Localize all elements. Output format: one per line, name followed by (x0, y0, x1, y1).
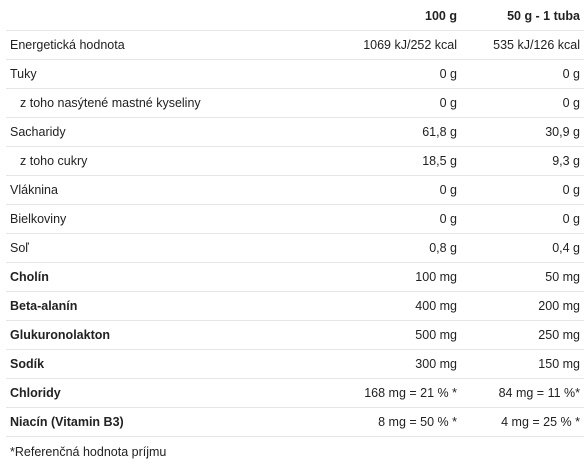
value-per-100g: 100 mg (332, 262, 461, 292)
nutrient-name: Energetická hodnota (6, 30, 332, 60)
nutrient-name: Cholín (6, 262, 332, 292)
value-per-100g: 0 g (332, 175, 461, 205)
table-body: Energetická hodnota 1069 kJ/252 kcal 535 k… (6, 30, 584, 437)
table-row: Energetická hodnota 1069 kJ/252 kcal 535 k… (6, 30, 584, 60)
table-row: Sodík 300 mg 150 mg (6, 349, 584, 379)
value-per-100g: 168 mg = 21 % * (332, 378, 461, 408)
value-per-serving: 84 mg = 11 %* (461, 378, 584, 408)
value-per-100g: 8 mg = 50 % * (332, 407, 461, 437)
nutrient-name: Tuky (6, 59, 332, 89)
nutrient-name: z toho cukry (6, 146, 332, 176)
nutrition-table: 100 g 50 g - 1 tuba Energetická hodnota 1… (6, 3, 584, 437)
value-per-serving: 250 mg (461, 320, 584, 350)
value-per-100g: 18,5 g (332, 146, 461, 176)
nutrient-name: Chloridy (6, 378, 332, 408)
footnote: *Referenčná hodnota príjmu (10, 445, 167, 459)
table-row: Soľ 0,8 g 0,4 g (6, 233, 584, 263)
table-row: Cholín 100 mg 50 mg (6, 262, 584, 292)
table-row: Niacín (Vitamin B3) 8 mg = 50 % * 4 mg = 2… (6, 407, 584, 437)
value-per-100g: 0 g (332, 88, 461, 118)
value-per-serving: 0 g (461, 59, 584, 89)
value-per-100g: 0,8 g (332, 233, 461, 263)
header-per-serving: 50 g - 1 tuba (461, 3, 584, 31)
nutrient-name: z toho nasýtené mastné kyseliny (6, 88, 332, 118)
nutrient-name: Glukuronolakton (6, 320, 332, 350)
nutrient-name: Niacín (Vitamin B3) (6, 407, 332, 437)
value-per-100g: 400 mg (332, 291, 461, 321)
value-per-serving: 535 kJ/126 kcal (461, 30, 584, 60)
value-per-serving: 4 mg = 25 % * (461, 407, 584, 437)
value-per-serving: 0 g (461, 175, 584, 205)
value-per-100g: 300 mg (332, 349, 461, 379)
header-nutrient (6, 3, 332, 31)
table-header-row: 100 g 50 g - 1 tuba (6, 3, 584, 31)
table-row: z toho cukry 18,5 g 9,3 g (6, 146, 584, 176)
value-per-serving: 200 mg (461, 291, 584, 321)
table-row: Sacharidy 61,8 g 30,9 g (6, 117, 584, 147)
table-row: Chloridy 168 mg = 21 % * 84 mg = 11 %* (6, 378, 584, 408)
value-per-100g: 500 mg (332, 320, 461, 350)
nutrient-name: Soľ (6, 233, 332, 263)
table-row: Beta-alanín 400 mg 200 mg (6, 291, 584, 321)
value-per-serving: 150 mg (461, 349, 584, 379)
value-per-serving: 0 g (461, 88, 584, 118)
value-per-serving: 9,3 g (461, 146, 584, 176)
nutrient-name: Bielkoviny (6, 204, 332, 234)
nutrient-name: Sodík (6, 349, 332, 379)
value-per-100g: 61,8 g (332, 117, 461, 147)
value-per-serving: 0,4 g (461, 233, 584, 263)
table-row: Glukuronolakton 500 mg 250 mg (6, 320, 584, 350)
nutrient-name: Sacharidy (6, 117, 332, 147)
value-per-100g: 1069 kJ/252 kcal (332, 30, 461, 60)
value-per-100g: 0 g (332, 204, 461, 234)
value-per-serving: 0 g (461, 204, 584, 234)
nutrient-name: Beta-alanín (6, 291, 332, 321)
header-per-100g: 100 g (332, 3, 461, 31)
nutrient-name: Vláknina (6, 175, 332, 205)
value-per-serving: 50 mg (461, 262, 584, 292)
value-per-serving: 30,9 g (461, 117, 584, 147)
value-per-100g: 0 g (332, 59, 461, 89)
